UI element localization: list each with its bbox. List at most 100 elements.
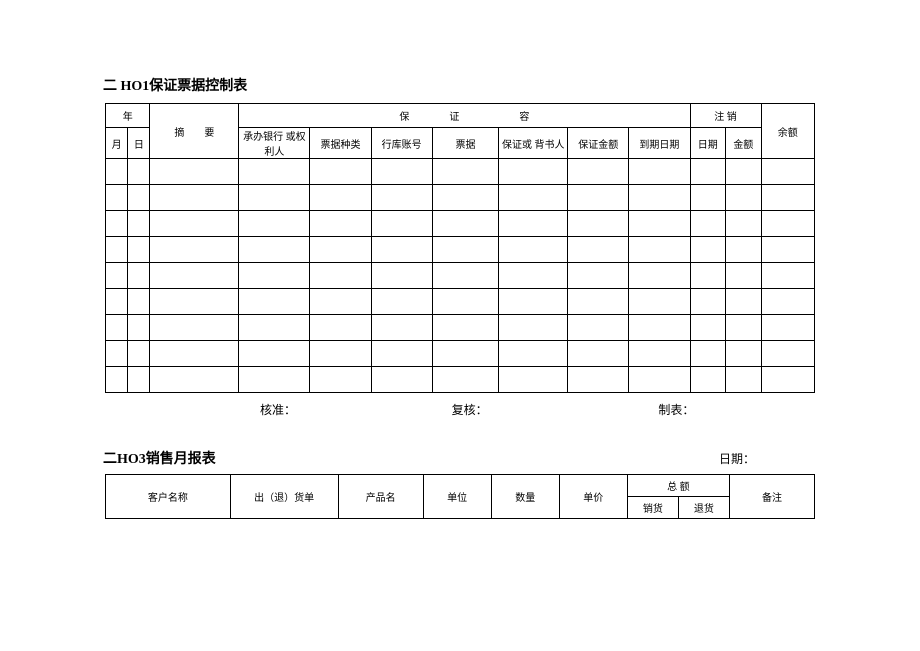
table-cell [128,367,150,393]
table-cell [106,159,128,185]
table-cell [239,341,310,367]
table-cell [629,211,690,237]
table-cell [310,211,371,237]
table-cell [371,289,432,315]
table-cell [761,289,814,315]
table-cell [106,263,128,289]
hdr-notes: 票据 [432,128,499,159]
table-cell [432,289,499,315]
table-cell [310,263,371,289]
table-cell [128,185,150,211]
table-row [106,315,815,341]
table-cell [690,367,726,393]
table-cell [128,237,150,263]
hdr2-qty: 数量 [491,475,559,519]
table-cell [629,367,690,393]
table-cell [106,341,128,367]
table-cell [761,185,814,211]
table-cell [726,237,762,263]
table-cell [310,185,371,211]
table-cell [761,341,814,367]
hdr-due-date: 到期日期 [629,128,690,159]
table-cell [629,185,690,211]
table-row [106,211,815,237]
hdr-note-type: 票据种类 [310,128,371,159]
table-row [106,367,815,393]
table-cell [499,159,568,185]
table-cell [128,341,150,367]
table-cell [690,159,726,185]
table-cell [239,237,310,263]
table-cell [726,159,762,185]
table-cell [690,211,726,237]
table-cell [690,237,726,263]
hdr2-sales: 销货 [627,497,678,519]
table-cell [761,263,814,289]
table-cell [150,289,239,315]
hdr-year: 年 [106,104,150,128]
table-cell [432,263,499,289]
table-cell [568,263,629,289]
table-cell [499,185,568,211]
table-row [106,341,815,367]
table-cell [432,211,499,237]
table-cell [239,315,310,341]
table-cell [726,315,762,341]
table-cell [239,185,310,211]
hdr2-returns: 退货 [678,497,729,519]
table-cell [432,185,499,211]
hdr2-total-group: 总 额 [627,475,729,497]
hdr-bank: 承办银行 或权利人 [239,128,310,159]
table-cell [726,341,762,367]
hdr2-remark: 备注 [729,475,814,519]
table-cell [371,237,432,263]
table-cell [499,367,568,393]
table-cell [690,289,726,315]
hdr2-price: 单价 [559,475,627,519]
table-cell [726,211,762,237]
table-row [106,289,815,315]
table-cell [726,263,762,289]
table-cell [128,211,150,237]
table-cell [150,315,239,341]
table-cell [432,237,499,263]
table-cell [106,367,128,393]
table-cell [371,185,432,211]
hdr-cancel-group: 注 销 [690,104,761,128]
table-cell [150,263,239,289]
table-cell [499,237,568,263]
table-cell [128,289,150,315]
table-cell [239,263,310,289]
table-cell [726,185,762,211]
table-cell [690,263,726,289]
table-cell [432,315,499,341]
table-cell [568,341,629,367]
footer-review: 复核： [452,401,589,418]
table-cell [726,367,762,393]
table-cell [371,263,432,289]
hdr-c-date: 日期 [690,128,726,159]
table-cell [106,185,128,211]
table-cell [568,315,629,341]
footer-prepare: 制表： [658,401,795,418]
table-cell [568,185,629,211]
table-cell [761,315,814,341]
table-cell [499,211,568,237]
table-cell [629,315,690,341]
table-cell [106,211,128,237]
table-row [106,263,815,289]
table-cell [761,367,814,393]
table-cell [499,315,568,341]
hdr2-customer: 客户名称 [106,475,231,519]
table-cell [629,159,690,185]
section2-date-label: 日期： [719,450,755,467]
table-cell [629,237,690,263]
footer-row: 核准： 复核： 制表： [105,401,815,418]
table-cell [310,315,371,341]
table-cell [629,263,690,289]
table-cell [239,211,310,237]
table-cell [310,159,371,185]
section1-title: 二 HO1保证票据控制表 [103,75,815,95]
table-row [106,237,815,263]
table-cell [499,289,568,315]
